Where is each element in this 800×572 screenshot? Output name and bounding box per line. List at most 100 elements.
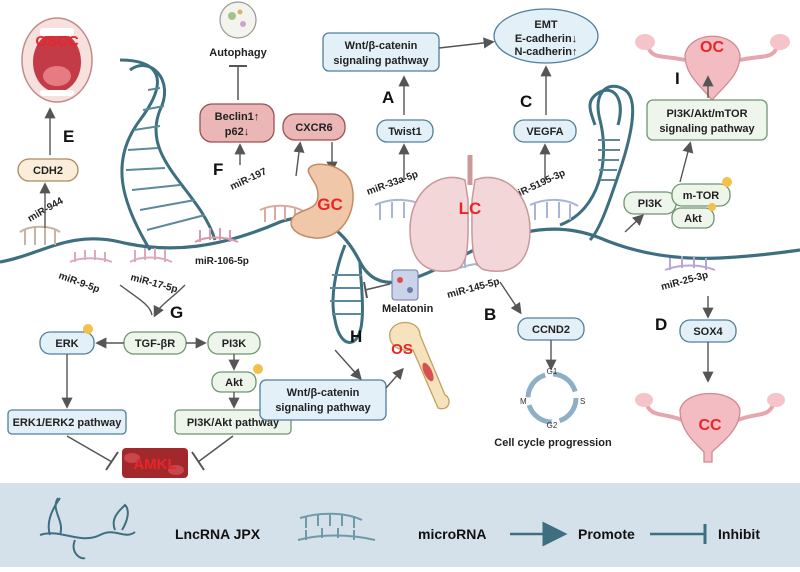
akt-box-i [671, 207, 715, 229]
tgfbr-label: TGF-βR [135, 338, 175, 350]
mirna-comb-106 [194, 228, 239, 243]
autophagy-label: Autophagy [209, 47, 267, 59]
erk-pathway-label: ERK1/ERK2 pathway [13, 417, 123, 429]
mirna-combs [19, 198, 716, 271]
disease-cc: CC [698, 417, 722, 434]
sox4-label: SOX4 [693, 326, 723, 338]
pi3k-mtor-line1: PI3K/Akt/mTOR [666, 108, 747, 120]
phospho-icon [83, 324, 93, 334]
wnt-h-line1: Wnt/β-catenin [287, 387, 360, 399]
phase-g2: G2 [547, 421, 558, 430]
blood-cells-illustration [122, 448, 188, 478]
mirna-label-25: miR-25-3p [660, 270, 710, 293]
erk-label: ERK [55, 338, 78, 350]
emt-label: EMT [534, 19, 558, 31]
phospho-icon [708, 203, 716, 211]
disease-os: OS [391, 341, 413, 358]
pi3k-mtor-line2: signaling pathway [659, 123, 755, 135]
wnt-h-line2: signaling pathway [275, 402, 371, 414]
mirna-comb-9 [69, 250, 113, 263]
panel-label-b: B [484, 305, 496, 324]
mtor-label: m-TOR [683, 190, 720, 202]
melatonin-molecule-icon [391, 269, 419, 301]
disease-amkl: AMKL [133, 456, 176, 473]
beclin-p62-box [199, 103, 275, 143]
phospho-icon [722, 177, 732, 187]
twist1-box [376, 119, 434, 143]
legend-panel [0, 483, 800, 567]
phospho-icon [253, 364, 263, 374]
melatonin-label: Melatonin [382, 303, 434, 315]
legend-microrna-label: microRNA [418, 526, 486, 542]
ecad-label: E-cadherin↓ [515, 33, 577, 45]
wnt-box-h [259, 379, 387, 421]
p62-label: p62↓ [225, 126, 249, 138]
mirna-comb-17 [129, 248, 173, 263]
cell-cycle-wheel [525, 371, 579, 425]
ncad-label: N-cadherin↑ [515, 46, 578, 58]
uterus-illustration-cc [635, 392, 785, 463]
legend-lncrna-icon [39, 497, 136, 560]
panel-label-f: F [213, 160, 223, 179]
cxcr6-box [282, 113, 346, 141]
autophagy-cell-icon [219, 1, 257, 39]
lncrna-jpx-strand [0, 58, 800, 344]
mirna-label-197: miR-197 [229, 166, 269, 193]
beclin-label: Beclin1↑ [215, 111, 260, 123]
panel-label-h: H [350, 327, 362, 346]
legend-inhibit-label: Inhibit [718, 526, 760, 542]
wnt-box-a [322, 32, 440, 72]
akt-label-g: Akt [225, 377, 243, 389]
pi3k-akt-pathway-label: PI3K/Akt pathway [187, 417, 280, 429]
panel-label-g: G [170, 303, 183, 322]
panel-label-d: D [655, 315, 667, 334]
mirna-label-9: miR-9-5p [57, 270, 101, 295]
disease-gc: GC [317, 195, 343, 214]
mouth-illustration [21, 17, 93, 103]
pi3k-label-i: PI3K [638, 198, 663, 210]
erk-pathway-box [7, 409, 127, 435]
vegfa-box [513, 119, 577, 143]
ccnd2-label: CCND2 [532, 324, 570, 336]
wnt-a-line1: Wnt/β-catenin [345, 40, 418, 52]
cdh2-box [17, 158, 79, 182]
mirna-comb-25 [664, 256, 716, 271]
bone-illustration [389, 321, 450, 410]
akt-label-i: Akt [684, 213, 702, 225]
panel-label-a: A [382, 88, 394, 107]
mirna-label-33a: miR-33a-5p [365, 169, 419, 198]
lung-illustration [409, 155, 531, 272]
stomach-illustration [290, 163, 354, 239]
cxcr6-label: CXCR6 [295, 122, 332, 134]
mtor-box [671, 183, 731, 207]
disease-oscc: OSCC [35, 33, 79, 50]
twist1-label: Twist1 [388, 126, 421, 138]
phase-s: S [580, 397, 585, 406]
pi3k-label-g: PI3K [222, 338, 247, 350]
mirna-label-944: miR-944 [26, 195, 66, 224]
cdh2-label: CDH2 [33, 165, 63, 177]
mirna-label-17: miR-17-5p [129, 272, 179, 295]
legend-lncrna-label: LncRNA JPX [175, 526, 261, 542]
cell-cycle-label: Cell cycle progression [494, 437, 612, 449]
disease-oc: OC [700, 39, 724, 56]
ovary-illustration-oc [635, 34, 790, 102]
wnt-a-line2: signaling pathway [333, 55, 429, 67]
mirna-label-145: miR-145-5p [446, 276, 501, 301]
pi3k-mtor-box [646, 99, 768, 141]
mirna-comb-944 [19, 225, 61, 245]
disease-lc: LC [459, 199, 482, 218]
phase-m: M [520, 397, 527, 406]
legend-microrna-icon [297, 512, 376, 541]
mirna-comb-197 [259, 204, 306, 222]
legend-promote-label: Promote [578, 526, 635, 542]
phase-g1: G1 [547, 367, 558, 376]
mirna-comb-5195 [529, 198, 579, 220]
panel-label-e: E [63, 127, 74, 146]
panel-label-c: C [520, 92, 532, 111]
panel-label-i: I [675, 69, 680, 88]
vegfa-label: VEGFA [526, 126, 563, 138]
emt-ellipse [493, 8, 599, 64]
